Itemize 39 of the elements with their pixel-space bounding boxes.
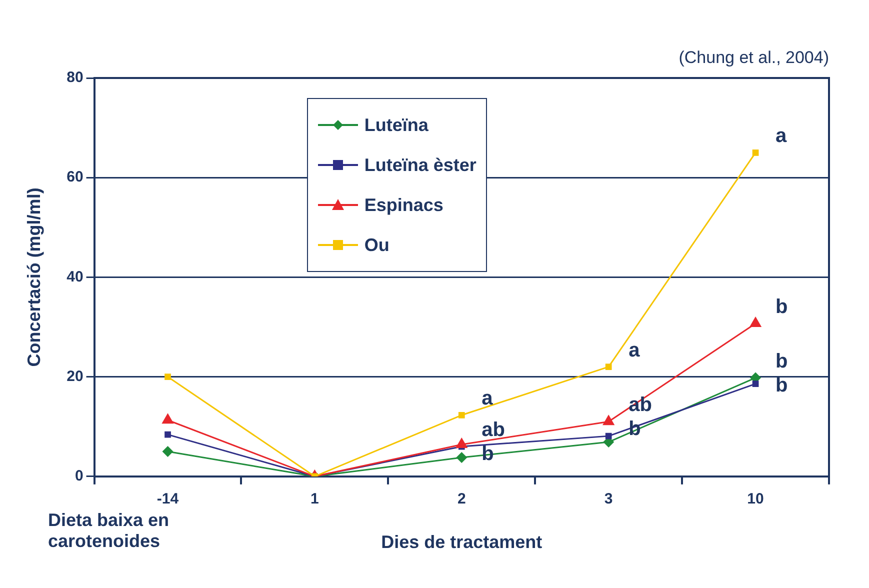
point [456, 438, 468, 448]
point [605, 364, 612, 370]
annotation: a [776, 125, 788, 148]
point [602, 414, 615, 426]
x-tick-label: 10 [747, 490, 764, 508]
text: Dieta baixa en carotenoides [48, 510, 170, 552]
x-tick-label: -14 [156, 490, 180, 508]
legend-label: Ou [364, 234, 390, 256]
annotation: ab [482, 419, 505, 442]
annotation: a [482, 388, 494, 410]
y-tick-label: 40 [66, 268, 84, 286]
x-tick-label: 1 [310, 490, 319, 508]
annotation: ab [628, 394, 652, 416]
point [164, 431, 171, 438]
point [164, 374, 171, 380]
legend-label: Espinacs [364, 194, 444, 216]
point [456, 452, 468, 463]
x-axis-title: Dies de tractament [381, 532, 542, 552]
x-tick-label: 3 [604, 490, 613, 508]
annotation: b [776, 296, 788, 318]
point [162, 413, 174, 424]
y-tick-label: 20 [66, 368, 84, 385]
y-tick-label: 80 [66, 69, 84, 86]
y-tick-label: 0 [74, 468, 84, 485]
point [605, 432, 612, 440]
y-axis-title: Concertació (mgl/ml) [24, 188, 44, 367]
annotation: b [776, 374, 788, 396]
point [752, 150, 759, 156]
legend-label: Luteïna [364, 114, 428, 136]
point [749, 316, 762, 328]
annotation: b [776, 350, 788, 372]
point [162, 446, 174, 457]
point [752, 380, 759, 387]
y-tick-label: 60 [66, 168, 84, 186]
annotation: a [628, 339, 641, 362]
x-tick-label: 2 [457, 490, 466, 508]
point [458, 412, 465, 418]
text: (Chung et al., 2004) [678, 48, 829, 68]
legend-label: Luteïna èster [364, 154, 476, 176]
